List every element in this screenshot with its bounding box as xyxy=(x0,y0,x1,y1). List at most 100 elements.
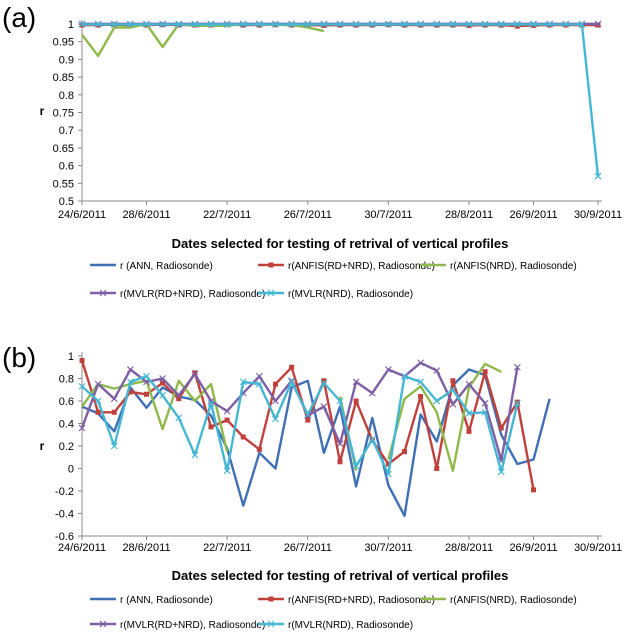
x-tick-label: 24/6/2011 xyxy=(58,542,106,554)
data-point xyxy=(401,372,408,380)
y-tick-label: 0 xyxy=(68,464,74,476)
data-point xyxy=(320,20,328,28)
data-point xyxy=(337,459,343,465)
y-tick-label: 0.55 xyxy=(53,178,74,190)
x-tick-label: 30/9/2011 xyxy=(574,542,622,554)
legend-item: r(ANFIS(RD+NRD), Radiosonde) xyxy=(258,595,435,606)
data-point xyxy=(352,462,360,470)
data-point xyxy=(514,399,520,405)
data-point xyxy=(368,435,376,443)
data-point xyxy=(223,20,231,28)
data-point xyxy=(433,20,441,28)
data-point xyxy=(449,400,457,408)
data-point xyxy=(352,378,360,386)
y-axis-title: r xyxy=(40,439,45,453)
series-mvlr-nrd xyxy=(78,372,521,478)
chart-panel-a: (a) 0.5 0.55 0.6 0.65 0.7 0.75 0.8 0.85 0.9 0.95 1… xyxy=(2,2,622,300)
data-point xyxy=(79,358,85,363)
y-tick-label: -0.2 xyxy=(55,486,74,498)
data-point xyxy=(417,378,425,386)
y-tick-label: 0.6 xyxy=(59,396,74,408)
data-point xyxy=(594,172,602,180)
data-point xyxy=(94,397,102,405)
y-tick-label: 0.4 xyxy=(59,419,74,431)
y-tick-label: 0.65 xyxy=(53,143,74,155)
data-point xyxy=(450,378,456,384)
data-point xyxy=(239,378,247,386)
data-point xyxy=(481,399,489,407)
data-point xyxy=(175,20,183,28)
y-axis-title: r xyxy=(40,104,45,118)
data-point xyxy=(94,20,102,28)
data-point xyxy=(594,20,602,28)
legend-label: r(MVLR(RD+NRD), Radiosonde) xyxy=(120,620,265,631)
x-tick-label: 24/6/2011 xyxy=(58,209,106,221)
legend-label: r(MVLR(NRD), Radiosonde) xyxy=(288,620,413,631)
data-point xyxy=(498,425,504,431)
data-point xyxy=(465,409,473,417)
x-tick-label: 26/7/2011 xyxy=(284,542,332,554)
legend-label: r(ANFIS(NRD), Radiosonde) xyxy=(450,595,577,606)
data-point xyxy=(401,20,408,28)
legend-item: r(MVLR(RD+NRD), Radiosonde) xyxy=(90,620,265,631)
x-tick-label: 26/7/2011 xyxy=(284,209,332,221)
data-point xyxy=(223,467,231,475)
data-point xyxy=(159,391,167,399)
data-point xyxy=(240,434,246,440)
legend-marker xyxy=(267,620,275,628)
data-point xyxy=(126,20,134,28)
data-point xyxy=(207,399,215,407)
data-point xyxy=(497,468,505,476)
data-point xyxy=(110,20,118,28)
series-line xyxy=(81,22,325,58)
x-tick-label: 28/6/2011 xyxy=(122,542,170,554)
data-point xyxy=(384,20,392,28)
data-point xyxy=(514,23,520,29)
legend-label: r (ANN, Radiosonde) xyxy=(120,595,213,606)
data-point xyxy=(449,20,457,28)
data-point xyxy=(418,394,424,399)
data-point xyxy=(78,424,86,432)
legend-label: r(MVLR(RD+NRD), Radiosonde) xyxy=(120,289,265,300)
data-point xyxy=(465,380,473,388)
data-point xyxy=(336,20,344,28)
legend-marker xyxy=(99,620,107,628)
data-point xyxy=(208,424,214,430)
data-point xyxy=(305,417,311,423)
panel-label: (b) xyxy=(2,342,37,373)
y-tick-label: 1 xyxy=(68,351,74,363)
legend-label: r (ANN, Radiosonde) xyxy=(120,261,213,272)
x-tick-label: 30/7/2011 xyxy=(364,542,412,554)
series-anfis-nrd xyxy=(81,22,325,58)
data-point xyxy=(385,461,391,467)
x-tick-label: 28/8/2011 xyxy=(445,542,493,554)
legend-label: r(ANFIS(RD+NRD), Radiosonde) xyxy=(288,261,435,272)
data-point xyxy=(176,396,182,402)
data-point xyxy=(288,20,296,28)
legend-item: r(ANFIS(NRD), Radiosonde) xyxy=(420,261,577,272)
data-point xyxy=(143,372,150,380)
data-point xyxy=(191,370,199,378)
legend-item: r (ANN, Radiosonde) xyxy=(90,595,213,606)
data-point xyxy=(513,399,521,407)
data-point xyxy=(531,487,536,493)
y-tick-label: 0.75 xyxy=(53,108,74,120)
data-point xyxy=(368,389,376,397)
data-point xyxy=(110,395,118,403)
data-point xyxy=(224,417,230,423)
data-point xyxy=(126,378,134,386)
data-point xyxy=(191,20,199,28)
data-point xyxy=(175,391,183,399)
legend-item: r(ANFIS(RD+NRD), Radiosonde) xyxy=(258,261,435,272)
data-point xyxy=(159,20,167,28)
x-tick-label: 26/9/2011 xyxy=(509,209,557,221)
data-point xyxy=(417,20,425,28)
data-point xyxy=(94,380,102,388)
data-point xyxy=(207,20,215,28)
data-point xyxy=(513,20,521,28)
legend-item: r(MVLR(RD+NRD), Radiosonde) xyxy=(90,289,265,300)
data-point xyxy=(482,369,488,375)
data-point xyxy=(272,415,279,423)
y-tick-label: 1 xyxy=(68,19,74,31)
data-point xyxy=(578,20,586,28)
